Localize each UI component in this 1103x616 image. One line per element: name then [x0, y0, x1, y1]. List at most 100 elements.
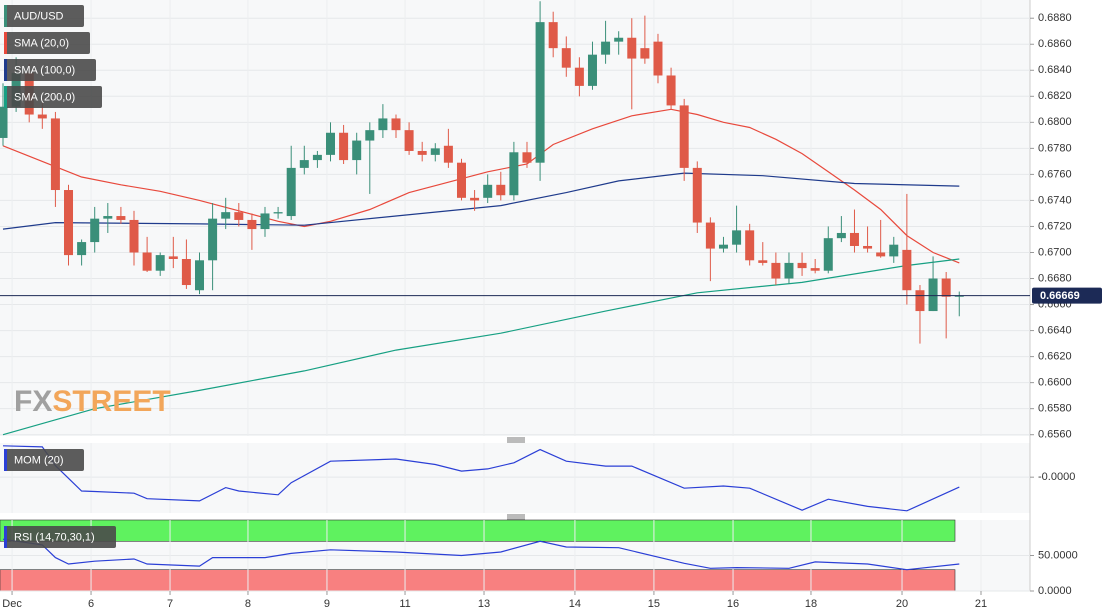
- x-tick-label: 6: [88, 598, 94, 610]
- candle-body: [653, 41, 663, 76]
- candle-body: [614, 37, 624, 42]
- candle-body: [116, 216, 126, 220]
- x-tick-label: 16: [727, 598, 739, 610]
- x-tick-label: 7: [167, 598, 173, 610]
- legend-entry-swatch: [4, 32, 7, 54]
- y-tick-label: 0.0000: [1038, 585, 1072, 597]
- candle-body: [90, 218, 100, 243]
- candle-body: [836, 232, 846, 239]
- candle-body: [443, 145, 453, 163]
- legend-title-swatch: [4, 5, 7, 27]
- x-tick-label: 8: [245, 598, 251, 610]
- y-tick-label: 0.6620: [1038, 351, 1072, 363]
- candle-body: [470, 197, 480, 201]
- candle-body: [339, 132, 349, 161]
- candle-body: [889, 244, 899, 257]
- legend-entry: SMA (200,0): [14, 91, 75, 103]
- candle-body: [548, 22, 558, 49]
- candle-body: [876, 252, 886, 257]
- candle-body: [456, 162, 466, 198]
- legend-entry: SMA (20,0): [14, 37, 69, 49]
- y-tick-label: 0.6560: [1038, 429, 1072, 441]
- candle-body: [771, 262, 781, 279]
- legend-entry: SMA (100,0): [14, 64, 75, 76]
- legend-entry-box: [4, 59, 96, 81]
- candle-body: [535, 22, 545, 163]
- candle-body: [221, 212, 231, 219]
- candle-body: [325, 132, 335, 155]
- legend-title: AUD/USD: [14, 10, 64, 22]
- candle-body: [496, 184, 506, 196]
- candle-body: [365, 130, 375, 141]
- band: [0, 569, 956, 592]
- panel-handle[interactable]: [507, 514, 525, 520]
- candle-body: [299, 160, 309, 168]
- legend-entry-box: [4, 32, 90, 54]
- y-tick-label: 0.6680: [1038, 272, 1072, 284]
- band: [0, 519, 956, 542]
- y-tick-label: 0.6880: [1038, 12, 1072, 24]
- candle-body: [195, 260, 205, 291]
- legend-entry-swatch: [4, 86, 7, 108]
- line: [2, 445, 960, 512]
- y-tick-label: 0.6580: [1038, 403, 1072, 415]
- candle-body: [378, 118, 388, 131]
- candle-body: [103, 216, 113, 219]
- candle-body: [260, 213, 270, 230]
- candle-body: [561, 48, 571, 68]
- indicator-label-box: [4, 526, 116, 548]
- candle-body: [483, 184, 493, 198]
- candle-body: [574, 67, 584, 86]
- candle-body: [37, 114, 47, 119]
- y-tick-label: 50.0000: [1038, 549, 1078, 561]
- x-tick-label: 9: [324, 598, 330, 610]
- panel-handle[interactable]: [507, 437, 525, 443]
- y-tick-label: 0.6600: [1038, 377, 1072, 389]
- candle-body: [718, 244, 728, 249]
- candle-body: [155, 255, 165, 271]
- candle-body: [758, 260, 768, 263]
- x-tick-label: Dec: [2, 598, 22, 610]
- watermark-right: STREET: [52, 385, 170, 418]
- candle-body: [640, 48, 650, 59]
- x-tick-label: 20: [896, 598, 908, 610]
- candle-body: [0, 106, 8, 138]
- candle-body: [509, 152, 519, 196]
- candle-body: [902, 249, 912, 291]
- candle-body: [666, 75, 676, 106]
- legend-entry-swatch: [4, 59, 7, 81]
- y-tick-label: -0.0000: [1038, 471, 1075, 483]
- y-tick-label: 0.6740: [1038, 194, 1072, 206]
- indicator-label-swatch: [4, 526, 7, 548]
- candle-body: [849, 232, 859, 246]
- y-tick-label: 0.6760: [1038, 168, 1072, 180]
- candle-body: [77, 242, 87, 256]
- indicator-label-box: [4, 449, 84, 471]
- candle-body: [208, 218, 218, 261]
- candle-body: [797, 262, 807, 269]
- y-tick-label: 0.6640: [1038, 324, 1072, 336]
- y-tick-label: 0.6820: [1038, 90, 1072, 102]
- watermark: FXSTREET: [14, 385, 171, 418]
- y-tick-label: 0.6840: [1038, 64, 1072, 76]
- last-price-box: [1032, 287, 1102, 304]
- x-tick-label: 15: [648, 598, 660, 610]
- indicator-label: RSI (14,70,30,1): [14, 531, 95, 543]
- indicator-label-swatch: [4, 449, 7, 471]
- candle-body: [430, 148, 440, 155]
- candle-body: [745, 230, 755, 261]
- candle-body: [627, 37, 637, 59]
- candle-body: [692, 167, 702, 223]
- candle-body: [417, 150, 427, 155]
- last-price-label: 0.66669: [1040, 290, 1080, 302]
- candle-body: [142, 252, 152, 271]
- x-tick-label: 14: [569, 598, 581, 610]
- candle-body: [352, 140, 362, 161]
- candle-body: [587, 54, 597, 86]
- y-tick-label: 0.6720: [1038, 220, 1072, 232]
- candle-body: [234, 212, 244, 220]
- x-tick-label: 21: [975, 598, 987, 610]
- legend-title-box: [4, 5, 84, 27]
- candle-body: [168, 256, 178, 259]
